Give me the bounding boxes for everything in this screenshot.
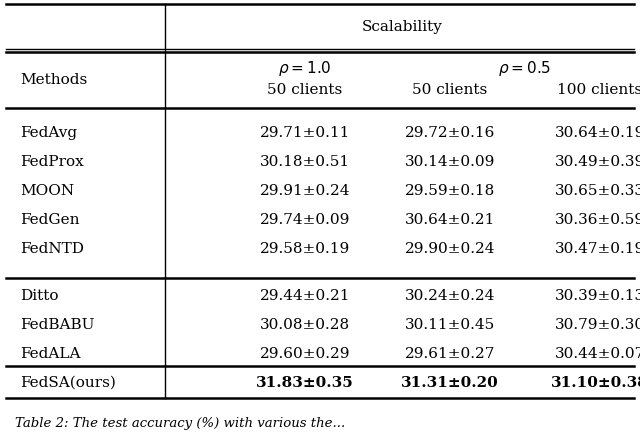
Text: 29.61±0.27: 29.61±0.27 <box>405 347 495 361</box>
Text: FedALA: FedALA <box>20 347 81 361</box>
Text: $\rho = 0.5$: $\rho = 0.5$ <box>499 58 552 77</box>
Text: 30.08±0.28: 30.08±0.28 <box>260 318 350 332</box>
Text: 29.44±0.21: 29.44±0.21 <box>260 289 350 303</box>
Text: 100 clients: 100 clients <box>557 83 640 97</box>
Text: 31.31±0.20: 31.31±0.20 <box>401 376 499 390</box>
Text: 30.64±0.19: 30.64±0.19 <box>555 126 640 140</box>
Text: 30.14±0.09: 30.14±0.09 <box>405 155 495 169</box>
Text: 29.71±0.11: 29.71±0.11 <box>260 126 350 140</box>
Text: Ditto: Ditto <box>20 289 58 303</box>
Text: 29.72±0.16: 29.72±0.16 <box>405 126 495 140</box>
Text: 30.11±0.45: 30.11±0.45 <box>405 318 495 332</box>
Text: 29.91±0.24: 29.91±0.24 <box>260 184 350 198</box>
Text: 30.49±0.39: 30.49±0.39 <box>555 155 640 169</box>
Text: 30.65±0.33: 30.65±0.33 <box>555 184 640 198</box>
Text: Methods: Methods <box>20 73 87 87</box>
Text: Table 2: The test accuracy (%) with various the...: Table 2: The test accuracy (%) with vari… <box>15 417 345 430</box>
Text: 50 clients: 50 clients <box>268 83 342 97</box>
Text: 29.58±0.19: 29.58±0.19 <box>260 242 350 256</box>
Text: 30.24±0.24: 30.24±0.24 <box>405 289 495 303</box>
Text: 50 clients: 50 clients <box>412 83 488 97</box>
Text: 29.90±0.24: 29.90±0.24 <box>404 242 495 256</box>
Text: Scalability: Scalability <box>362 20 443 34</box>
Text: 29.74±0.09: 29.74±0.09 <box>260 213 350 227</box>
Text: 30.79±0.30: 30.79±0.30 <box>555 318 640 332</box>
Text: MOON: MOON <box>20 184 74 198</box>
Text: 30.47±0.19: 30.47±0.19 <box>555 242 640 256</box>
Text: 31.83±0.35: 31.83±0.35 <box>256 376 354 390</box>
Text: 29.59±0.18: 29.59±0.18 <box>405 184 495 198</box>
Text: FedSA(ours): FedSA(ours) <box>20 376 116 390</box>
Text: 30.36±0.59: 30.36±0.59 <box>555 213 640 227</box>
Text: 31.10±0.38: 31.10±0.38 <box>551 376 640 390</box>
Text: 30.64±0.21: 30.64±0.21 <box>405 213 495 227</box>
Text: FedNTD: FedNTD <box>20 242 84 256</box>
Text: 29.60±0.29: 29.60±0.29 <box>260 347 350 361</box>
Text: 30.44±0.07: 30.44±0.07 <box>555 347 640 361</box>
Text: $\rho = 1.0$: $\rho = 1.0$ <box>278 58 332 77</box>
Text: 30.18±0.51: 30.18±0.51 <box>260 155 350 169</box>
Text: FedProx: FedProx <box>20 155 84 169</box>
Text: FedBABU: FedBABU <box>20 318 95 332</box>
Text: FedAvg: FedAvg <box>20 126 77 140</box>
Text: 30.39±0.13: 30.39±0.13 <box>555 289 640 303</box>
Text: FedGen: FedGen <box>20 213 79 227</box>
